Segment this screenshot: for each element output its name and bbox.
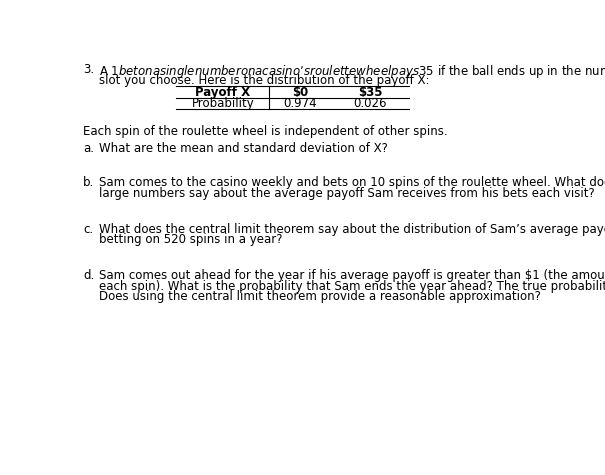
Text: What does the central limit theorem say about the distribution of Sam’s average : What does the central limit theorem say … bbox=[99, 223, 605, 236]
Text: Does using the central limit theorem provide a reasonable approximation?: Does using the central limit theorem pro… bbox=[99, 290, 541, 304]
Text: 0.974: 0.974 bbox=[284, 97, 317, 110]
Text: Sam comes out ahead for the year if his average payoff is greater than $1 (the a: Sam comes out ahead for the year if his … bbox=[99, 269, 605, 282]
Text: 0.026: 0.026 bbox=[353, 97, 387, 110]
Text: Each spin of the roulette wheel is independent of other spins.: Each spin of the roulette wheel is indep… bbox=[83, 125, 448, 138]
Text: $0: $0 bbox=[292, 86, 309, 98]
Text: each spin). What is the probability that Sam ends the year ahead? The true proba: each spin). What is the probability that… bbox=[99, 279, 605, 293]
Text: Probability: Probability bbox=[192, 97, 254, 110]
Text: 3.: 3. bbox=[83, 63, 94, 76]
Text: What are the mean and standard deviation of X?: What are the mean and standard deviation… bbox=[99, 142, 388, 155]
Text: large numbers say about the average payoff Sam receives from his bets each visit: large numbers say about the average payo… bbox=[99, 187, 595, 200]
Text: Sam comes to the casino weekly and bets on 10 spins of the roulette wheel. What : Sam comes to the casino weekly and bets … bbox=[99, 176, 605, 190]
Text: c.: c. bbox=[83, 223, 94, 236]
Text: a.: a. bbox=[83, 142, 94, 155]
Text: betting on 520 spins in a year?: betting on 520 spins in a year? bbox=[99, 233, 283, 247]
Text: Payoff X: Payoff X bbox=[195, 86, 250, 98]
Text: b.: b. bbox=[83, 176, 94, 190]
Text: A $1 bet on a single number on a casino’s roulette wheel pays $35 if the ball en: A $1 bet on a single number on a casino’… bbox=[99, 63, 605, 80]
Text: $35: $35 bbox=[358, 86, 382, 98]
Text: d.: d. bbox=[83, 269, 94, 282]
Text: slot you choose. Here is the distribution of the payoff X:: slot you choose. Here is the distributio… bbox=[99, 74, 430, 87]
